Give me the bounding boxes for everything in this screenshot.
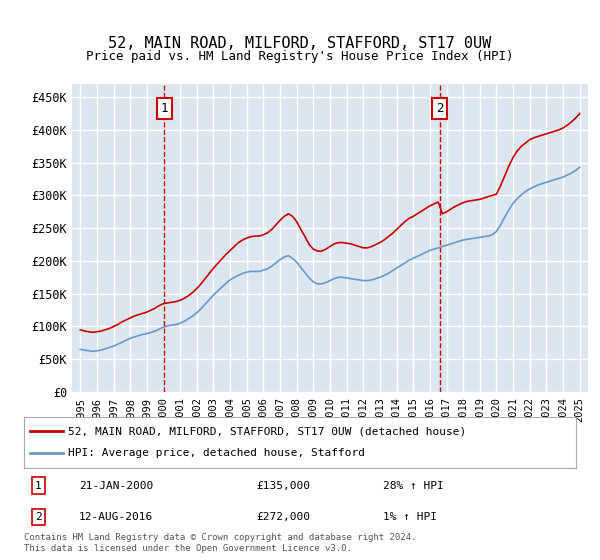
Text: 1% ↑ HPI: 1% ↑ HPI [383,512,437,522]
Text: 1: 1 [161,102,168,115]
Text: Contains HM Land Registry data © Crown copyright and database right 2024.
This d: Contains HM Land Registry data © Crown c… [24,533,416,553]
Text: 2: 2 [436,102,443,115]
Text: 12-AUG-2016: 12-AUG-2016 [79,512,154,522]
Text: 1: 1 [35,480,42,491]
Text: HPI: Average price, detached house, Stafford: HPI: Average price, detached house, Staf… [68,449,365,459]
Text: 2: 2 [35,512,42,522]
Text: £135,000: £135,000 [256,480,310,491]
Text: 28% ↑ HPI: 28% ↑ HPI [383,480,443,491]
Text: Price paid vs. HM Land Registry's House Price Index (HPI): Price paid vs. HM Land Registry's House … [86,50,514,63]
Text: 52, MAIN ROAD, MILFORD, STAFFORD, ST17 0UW: 52, MAIN ROAD, MILFORD, STAFFORD, ST17 0… [109,36,491,52]
Text: 21-JAN-2000: 21-JAN-2000 [79,480,154,491]
Text: 52, MAIN ROAD, MILFORD, STAFFORD, ST17 0UW (detached house): 52, MAIN ROAD, MILFORD, STAFFORD, ST17 0… [68,426,466,436]
Text: £272,000: £272,000 [256,512,310,522]
